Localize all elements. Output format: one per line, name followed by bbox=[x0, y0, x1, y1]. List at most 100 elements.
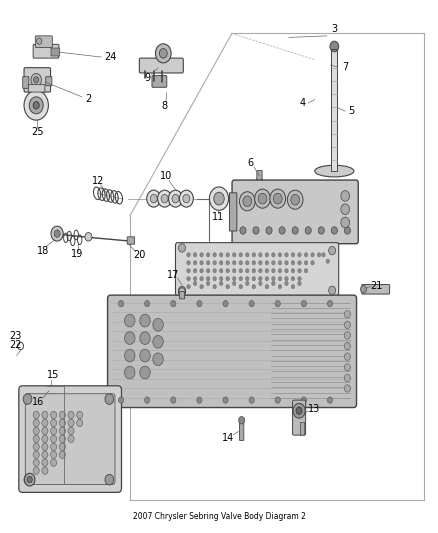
Circle shape bbox=[246, 281, 249, 286]
Circle shape bbox=[51, 226, 63, 241]
Text: 10: 10 bbox=[160, 172, 172, 181]
Circle shape bbox=[33, 451, 39, 458]
FancyBboxPatch shape bbox=[232, 180, 358, 244]
Circle shape bbox=[33, 443, 39, 450]
Circle shape bbox=[206, 261, 210, 265]
Circle shape bbox=[291, 269, 295, 273]
Circle shape bbox=[233, 281, 236, 286]
Circle shape bbox=[219, 253, 223, 257]
Circle shape bbox=[253, 227, 259, 234]
Circle shape bbox=[240, 192, 255, 211]
Circle shape bbox=[291, 277, 295, 281]
Circle shape bbox=[209, 187, 229, 211]
Circle shape bbox=[285, 253, 288, 257]
Circle shape bbox=[344, 227, 350, 234]
Circle shape bbox=[328, 286, 336, 295]
FancyBboxPatch shape bbox=[180, 292, 185, 299]
Circle shape bbox=[330, 41, 339, 52]
Circle shape bbox=[124, 366, 135, 379]
Circle shape bbox=[239, 285, 243, 289]
Circle shape bbox=[272, 269, 275, 273]
Circle shape bbox=[42, 427, 48, 434]
FancyBboxPatch shape bbox=[19, 386, 121, 492]
Circle shape bbox=[291, 195, 300, 205]
Circle shape bbox=[252, 261, 255, 265]
Circle shape bbox=[145, 397, 150, 403]
Circle shape bbox=[118, 397, 124, 403]
Circle shape bbox=[252, 269, 255, 273]
Circle shape bbox=[85, 232, 92, 241]
Circle shape bbox=[59, 411, 65, 419]
Circle shape bbox=[59, 419, 65, 426]
Circle shape bbox=[54, 230, 60, 237]
Circle shape bbox=[118, 301, 124, 307]
Circle shape bbox=[42, 443, 48, 450]
Circle shape bbox=[153, 335, 163, 348]
Circle shape bbox=[226, 253, 230, 257]
Circle shape bbox=[226, 261, 230, 265]
Circle shape bbox=[105, 394, 114, 405]
Circle shape bbox=[219, 277, 223, 281]
Circle shape bbox=[42, 419, 48, 426]
Circle shape bbox=[213, 277, 216, 281]
Text: 15: 15 bbox=[46, 370, 59, 380]
Circle shape bbox=[31, 74, 42, 86]
Circle shape bbox=[193, 261, 197, 265]
Circle shape bbox=[213, 253, 216, 257]
Circle shape bbox=[50, 435, 57, 442]
Circle shape bbox=[256, 177, 263, 186]
Circle shape bbox=[206, 277, 210, 281]
Circle shape bbox=[59, 435, 65, 442]
Circle shape bbox=[304, 253, 308, 257]
Circle shape bbox=[344, 364, 350, 371]
FancyBboxPatch shape bbox=[46, 77, 52, 86]
FancyBboxPatch shape bbox=[240, 419, 244, 440]
Circle shape bbox=[270, 189, 286, 208]
Circle shape bbox=[169, 190, 183, 207]
FancyBboxPatch shape bbox=[33, 44, 59, 58]
Circle shape bbox=[226, 277, 230, 281]
Circle shape bbox=[243, 196, 252, 207]
Circle shape bbox=[34, 77, 39, 83]
Circle shape bbox=[33, 435, 39, 442]
Circle shape bbox=[223, 301, 228, 307]
Text: 20: 20 bbox=[134, 250, 146, 260]
Text: 17: 17 bbox=[167, 270, 180, 280]
Circle shape bbox=[292, 227, 298, 234]
Circle shape bbox=[226, 285, 230, 289]
Circle shape bbox=[272, 253, 275, 257]
Circle shape bbox=[33, 102, 39, 109]
Circle shape bbox=[200, 261, 203, 265]
Circle shape bbox=[275, 301, 280, 307]
Circle shape bbox=[197, 397, 202, 403]
Circle shape bbox=[187, 253, 190, 257]
Circle shape bbox=[318, 227, 324, 234]
Circle shape bbox=[239, 261, 243, 265]
Circle shape bbox=[213, 269, 216, 273]
Circle shape bbox=[265, 253, 268, 257]
Circle shape bbox=[59, 427, 65, 434]
Circle shape bbox=[249, 397, 254, 403]
Circle shape bbox=[155, 44, 171, 63]
Circle shape bbox=[252, 277, 255, 281]
Text: 16: 16 bbox=[32, 397, 45, 407]
Text: 21: 21 bbox=[371, 280, 383, 290]
Circle shape bbox=[258, 193, 267, 204]
Circle shape bbox=[287, 190, 303, 209]
Circle shape bbox=[344, 332, 350, 339]
FancyBboxPatch shape bbox=[24, 68, 50, 92]
Circle shape bbox=[147, 190, 161, 207]
Circle shape bbox=[187, 285, 190, 289]
Circle shape bbox=[193, 253, 197, 257]
FancyBboxPatch shape bbox=[35, 36, 52, 47]
Circle shape bbox=[273, 193, 282, 204]
Circle shape bbox=[59, 443, 65, 450]
Circle shape bbox=[50, 419, 57, 426]
Circle shape bbox=[27, 477, 32, 483]
Circle shape bbox=[214, 192, 224, 205]
Text: 23: 23 bbox=[9, 332, 21, 342]
Circle shape bbox=[285, 281, 288, 286]
Circle shape bbox=[246, 269, 249, 273]
Circle shape bbox=[193, 269, 197, 273]
Circle shape bbox=[187, 277, 190, 281]
